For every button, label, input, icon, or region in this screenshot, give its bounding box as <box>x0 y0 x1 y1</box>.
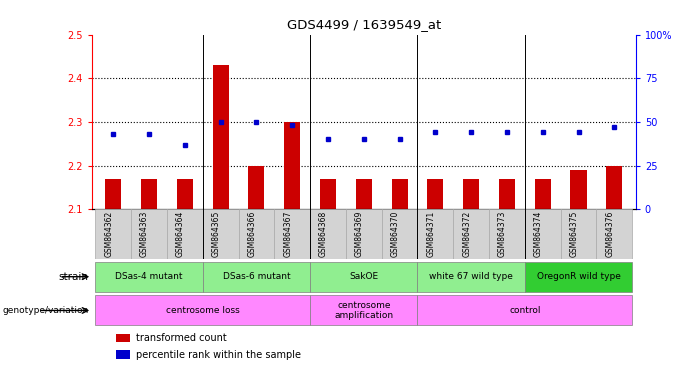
Bar <box>427 179 443 209</box>
Bar <box>392 179 407 209</box>
Text: white 67 wild type: white 67 wild type <box>429 272 513 281</box>
Text: GSM864362: GSM864362 <box>104 211 114 257</box>
Text: GSM864371: GSM864371 <box>426 211 435 257</box>
Bar <box>95 209 131 259</box>
Bar <box>525 209 560 259</box>
Bar <box>596 209 632 259</box>
Bar <box>95 262 203 292</box>
Text: DSas-4 mutant: DSas-4 mutant <box>116 272 183 281</box>
Bar <box>356 179 372 209</box>
Text: transformed count: transformed count <box>136 333 226 343</box>
Text: centrosome loss: centrosome loss <box>166 306 239 315</box>
Bar <box>310 295 418 326</box>
Bar <box>239 209 274 259</box>
Bar <box>213 65 228 209</box>
Bar <box>607 166 622 209</box>
Text: GSM864370: GSM864370 <box>390 211 400 257</box>
Bar <box>489 209 525 259</box>
Text: centrosome
amplification: centrosome amplification <box>335 301 393 320</box>
Text: GSM864369: GSM864369 <box>355 211 364 257</box>
Bar <box>499 179 515 209</box>
Bar <box>463 179 479 209</box>
Text: GSM864376: GSM864376 <box>605 211 614 257</box>
Bar <box>274 209 310 259</box>
Bar <box>203 209 239 259</box>
Bar <box>141 179 157 209</box>
Text: GSM864368: GSM864368 <box>319 211 328 257</box>
Text: SakOE: SakOE <box>350 272 378 281</box>
Bar <box>571 170 587 209</box>
Text: GSM864365: GSM864365 <box>211 211 220 257</box>
Bar <box>320 179 336 209</box>
Bar <box>284 122 301 209</box>
Text: GSM864364: GSM864364 <box>176 211 185 257</box>
Text: GDS4499 / 1639549_at: GDS4499 / 1639549_at <box>287 18 441 31</box>
Bar <box>105 179 121 209</box>
Bar <box>116 351 130 359</box>
Text: GSM864374: GSM864374 <box>534 211 543 257</box>
Bar <box>560 209 596 259</box>
Bar <box>116 334 130 343</box>
Bar <box>310 209 346 259</box>
Text: GSM864373: GSM864373 <box>498 211 507 257</box>
Bar <box>346 209 381 259</box>
Bar <box>167 209 203 259</box>
Bar <box>418 209 454 259</box>
Bar <box>418 262 525 292</box>
Text: percentile rank within the sample: percentile rank within the sample <box>136 350 301 360</box>
Bar <box>248 166 265 209</box>
Text: GSM864366: GSM864366 <box>248 211 256 257</box>
Bar <box>534 179 551 209</box>
Bar <box>95 295 310 326</box>
Text: GSM864375: GSM864375 <box>570 211 579 257</box>
Text: DSas-6 mutant: DSas-6 mutant <box>222 272 290 281</box>
Bar <box>177 179 193 209</box>
Text: GSM864367: GSM864367 <box>284 211 292 257</box>
Bar <box>525 262 632 292</box>
Text: genotype/variation: genotype/variation <box>2 306 88 315</box>
Bar <box>454 209 489 259</box>
Bar <box>310 262 418 292</box>
Bar <box>203 262 310 292</box>
Bar <box>131 209 167 259</box>
Text: GSM864372: GSM864372 <box>462 211 471 257</box>
Text: strain: strain <box>58 271 88 282</box>
Text: GSM864363: GSM864363 <box>140 211 149 257</box>
Bar <box>381 209 418 259</box>
Bar <box>418 295 632 326</box>
Text: OregonR wild type: OregonR wild type <box>537 272 620 281</box>
Text: control: control <box>509 306 541 315</box>
